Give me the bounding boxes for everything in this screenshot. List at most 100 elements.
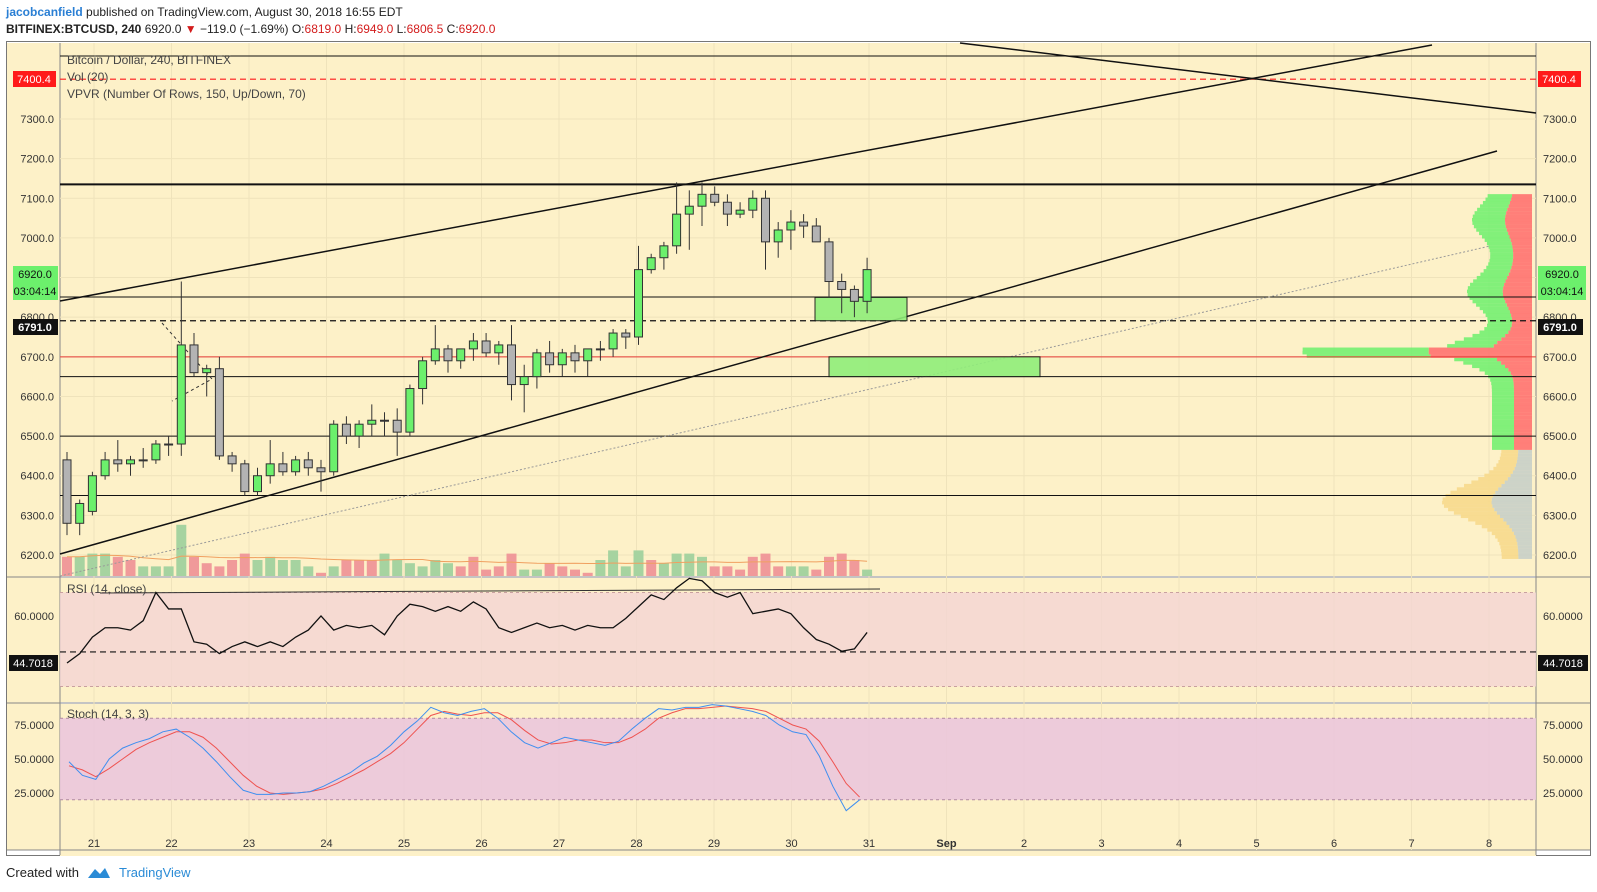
vpvr-down-row bbox=[1508, 330, 1532, 334]
upper-channel-line bbox=[59, 44, 1433, 302]
rsi-indicator bbox=[60, 577, 1536, 687]
time-tick: 23 bbox=[243, 838, 255, 850]
candle-body bbox=[519, 376, 529, 386]
volume-bar bbox=[328, 566, 339, 576]
vpvr-down-row bbox=[1507, 207, 1532, 212]
left-price-axis[interactable] bbox=[7, 43, 60, 850]
legend-vpvr: VPVR (Number Of Rows, 150, Up/Down, 70) bbox=[67, 87, 306, 101]
vpvr-down-row bbox=[1511, 323, 1532, 328]
candle-body bbox=[824, 241, 834, 283]
vpvr-down-row bbox=[1504, 480, 1532, 484]
candle-body bbox=[634, 269, 643, 338]
candle-body bbox=[443, 348, 453, 362]
candle-body bbox=[786, 221, 796, 231]
vpvr-up-row bbox=[1482, 200, 1510, 205]
vpvr-up-row bbox=[1467, 286, 1504, 290]
volume-bar bbox=[570, 569, 580, 576]
vpvr-down-row bbox=[1506, 521, 1532, 525]
vpvr-down-row bbox=[1502, 289, 1532, 294]
ohlc-line: BITFINEX:BTCUSD, 240 6920.0 ▼ −119.0 (−1… bbox=[6, 22, 495, 36]
vpvr-down-row bbox=[1518, 552, 1532, 556]
vpvr-down-row bbox=[1491, 497, 1532, 502]
candle-body bbox=[570, 352, 580, 362]
vpvr-up-row bbox=[1484, 371, 1511, 375]
vpvr-up-row bbox=[1489, 248, 1513, 253]
stoch-tick-right: 25.0000 bbox=[1543, 788, 1583, 800]
vpvr-up-row bbox=[1480, 272, 1509, 277]
vpvr-down-row bbox=[1513, 405, 1532, 409]
support-zone-upper bbox=[814, 296, 908, 322]
last-price-tag-right: 6920.0 03:04:14 bbox=[1538, 266, 1586, 300]
author-link[interactable]: jacobcanfield bbox=[6, 5, 83, 19]
stoch-band bbox=[60, 718, 1536, 800]
volume-bar bbox=[798, 566, 809, 576]
candle-body bbox=[811, 225, 821, 243]
vpvr-down-row bbox=[1501, 337, 1532, 341]
vpvr-down-row bbox=[1511, 316, 1532, 321]
vpvr-up-row bbox=[1490, 255, 1514, 259]
vpvr-down-row bbox=[1511, 313, 1532, 317]
volume-bar bbox=[100, 553, 111, 576]
rsi-tag-left: 44.7018 bbox=[9, 655, 58, 671]
vpvr-up-row bbox=[1491, 531, 1514, 536]
vpvr-up-row bbox=[1447, 344, 1494, 348]
time-axis-strip bbox=[60, 850, 1536, 856]
vpvr-down-row bbox=[1512, 245, 1532, 249]
vpvr-down-row bbox=[1505, 364, 1532, 369]
vpvr-up-row bbox=[1450, 490, 1496, 495]
candle-body bbox=[545, 352, 555, 366]
vpvr-down-row bbox=[1501, 483, 1532, 488]
volume-bar bbox=[824, 556, 834, 576]
price-tick-left: 6600.0 bbox=[20, 391, 54, 403]
vpvr-up-row bbox=[1463, 361, 1502, 365]
volume-bar bbox=[519, 569, 530, 576]
price-tick-left: 7100.0 bbox=[20, 193, 54, 205]
candle-body bbox=[684, 205, 694, 215]
vpvr-up-row bbox=[1477, 207, 1508, 212]
candle-body bbox=[710, 193, 720, 203]
time-tick: Sep bbox=[936, 838, 956, 850]
vpvr-down-row bbox=[1510, 327, 1532, 331]
vpvr-up-row bbox=[1484, 473, 1511, 478]
vpvr-up-row bbox=[1475, 521, 1507, 525]
vpvr-down-row bbox=[1513, 381, 1532, 386]
vpvr-down-row bbox=[1508, 306, 1532, 311]
vpvr-down-row bbox=[1509, 310, 1532, 314]
legend-stoch: Stoch (14, 3, 3) bbox=[67, 707, 149, 721]
price-pane[interactable] bbox=[60, 43, 1536, 576]
vpvr-up-row bbox=[1473, 224, 1506, 229]
volume-bar bbox=[201, 563, 212, 576]
vpvr-up-row bbox=[1492, 425, 1514, 430]
candle-body bbox=[773, 229, 783, 243]
vpvr-down-row bbox=[1513, 388, 1532, 392]
vpvr-up-row bbox=[1476, 275, 1508, 280]
last-price-tag-left: 6920.0 03:04:14 bbox=[13, 266, 58, 300]
vpvr-down-row bbox=[1499, 514, 1532, 519]
vpvr-down-row bbox=[1513, 391, 1532, 396]
candle-body bbox=[100, 459, 110, 477]
right-price-axis[interactable] bbox=[1536, 43, 1590, 850]
stoch-indicator bbox=[60, 704, 1536, 812]
stoch-k-line bbox=[68, 704, 860, 812]
candle-body bbox=[557, 352, 567, 366]
publish-line: jacobcanfield published on TradingView.c… bbox=[6, 5, 403, 19]
volume-bar bbox=[150, 566, 161, 576]
vpvr-down-row bbox=[1509, 200, 1532, 205]
alert-tag-right-text: 7400.4 bbox=[1542, 74, 1576, 86]
vpvr-down-row bbox=[1513, 395, 1532, 399]
vpvr-up-row bbox=[1476, 228, 1507, 232]
volume-bar bbox=[417, 566, 428, 576]
vpvr-up-row bbox=[1490, 378, 1514, 382]
vpvr-down-row bbox=[1508, 231, 1532, 236]
vpvr-up-row bbox=[1489, 470, 1513, 474]
volume-bar bbox=[481, 569, 492, 576]
countdown-left-text: 03:04:14 bbox=[14, 286, 57, 298]
vpvr-down-row bbox=[1428, 347, 1532, 352]
candle-body bbox=[87, 475, 97, 512]
volume-bar bbox=[836, 553, 847, 576]
tradingview-link[interactable]: TradingView bbox=[118, 865, 191, 880]
vpvr-down-row bbox=[1514, 419, 1532, 423]
candle-body bbox=[837, 281, 847, 290]
price-tick-left: 7200.0 bbox=[20, 154, 54, 166]
